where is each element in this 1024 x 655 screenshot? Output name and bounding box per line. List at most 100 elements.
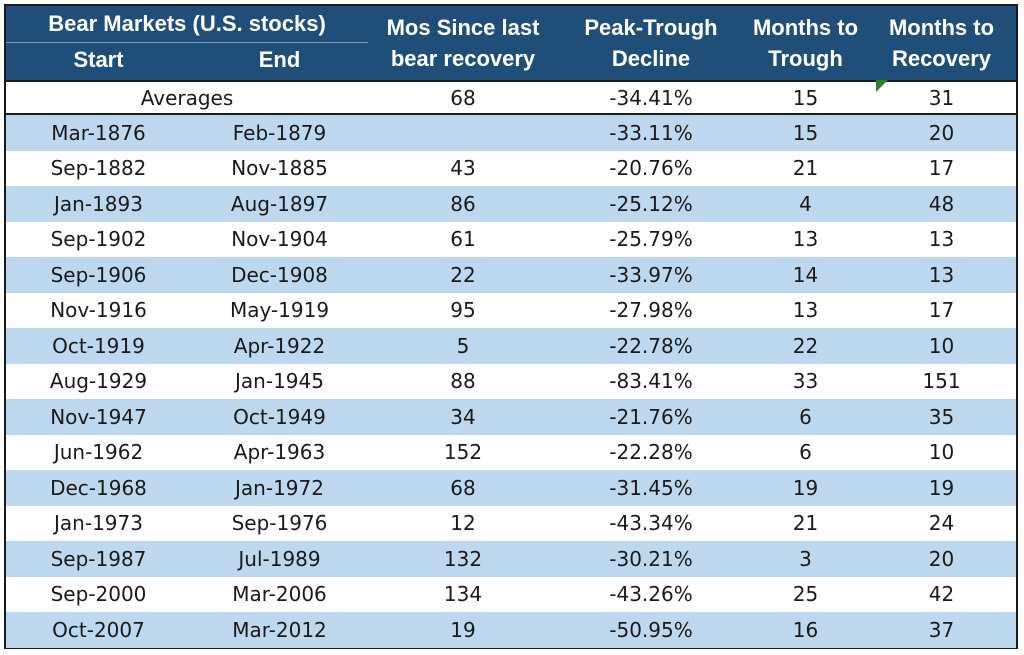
cell-months-to-recovery: 20 xyxy=(928,120,955,145)
header-months-to-trough: Months to Trough xyxy=(752,15,859,71)
cell-peak-trough-decline: -83.41% xyxy=(609,369,693,394)
table-row: Nov-1916 May-1919 95 -27.98% 13 17 xyxy=(6,292,1016,328)
table-row: Nov-1947 Oct-1949 34 -21.76% 6 35 xyxy=(6,399,1016,435)
cell-end: Nov-1885 xyxy=(231,156,328,181)
cell-months-since-last-recovery: 12 xyxy=(450,511,476,536)
cell-peak-trough-decline: -22.28% xyxy=(609,440,693,465)
cell-end: Mar-2012 xyxy=(232,617,327,642)
cell-months-to-trough: 33 xyxy=(792,369,819,394)
cell-months-to-trough: 16 xyxy=(792,617,819,642)
table-row: Oct-2007 Mar-2012 19 -50.95% 16 37 xyxy=(6,612,1016,648)
cell-months-since-last-recovery: 43 xyxy=(450,156,476,181)
cell-end: Apr-1922 xyxy=(233,333,326,358)
cell-peak-trough-decline: -20.76% xyxy=(609,156,693,181)
cell-months-since-last-recovery: 34 xyxy=(450,404,476,429)
cell-start: Oct-2007 xyxy=(52,617,145,642)
cell-peak-trough-decline: -21.76% xyxy=(609,404,693,429)
cell-start: Sep-2000 xyxy=(50,582,147,607)
cell-months-since-last-recovery: 68 xyxy=(450,475,476,500)
cell-peak-trough-decline: -25.12% xyxy=(609,191,693,216)
table-row: Mar-1876 Feb-1879 -33.11% 15 20 xyxy=(6,115,1016,151)
cell-peak-trough-decline: -25.79% xyxy=(609,227,693,252)
cell-months-to-trough: 15 xyxy=(792,120,819,145)
cell-months-to-trough: 19 xyxy=(792,475,819,500)
cell-months-to-recovery: 48 xyxy=(928,191,955,216)
cell-end: Aug-1897 xyxy=(230,191,329,216)
averages-mtr: 31 xyxy=(928,85,955,110)
table-header: Bear Markets (U.S. stocks) Start End Mos… xyxy=(6,6,1016,80)
table-row: Sep-1906 Dec-1908 22 -33.97% 14 13 xyxy=(6,257,1016,293)
cell-months-since-last-recovery xyxy=(368,115,558,151)
cell-peak-trough-decline: -43.26% xyxy=(609,582,693,607)
cell-start: Dec-1968 xyxy=(50,475,147,500)
cell-end: Oct-1949 xyxy=(233,404,326,429)
cell-months-since-last-recovery: 134 xyxy=(443,582,483,607)
table-row: Jun-1962 Apr-1963 152 -22.28% 6 10 xyxy=(6,434,1016,470)
cell-months-to-recovery: 42 xyxy=(928,582,955,607)
cell-months-since-last-recovery: 152 xyxy=(443,440,483,465)
table-row: Dec-1968 Jan-1972 68 -31.45% 19 19 xyxy=(6,470,1016,506)
cell-months-to-trough: 6 xyxy=(799,404,812,429)
cell-peak-trough-decline: -27.98% xyxy=(609,298,693,323)
table-row: Sep-1882 Nov-1885 43 -20.76% 21 17 xyxy=(6,150,1016,186)
cell-start: Jan-1973 xyxy=(54,511,143,536)
cell-end: Sep-1976 xyxy=(231,511,328,536)
table-row: Jan-1893 Aug-1897 86 -25.12% 4 48 xyxy=(6,186,1016,222)
table-row: Jan-1973 Sep-1976 12 -43.34% 21 24 xyxy=(6,505,1016,541)
averages-label: Averages xyxy=(140,85,234,110)
cell-months-to-trough: 21 xyxy=(792,511,819,536)
header-peak-trough-decline: Peak-Trough Decline xyxy=(584,15,718,71)
cell-start: Sep-1987 xyxy=(50,546,147,571)
cell-months-to-recovery: 19 xyxy=(928,475,955,500)
averages-mtt: 15 xyxy=(792,85,819,110)
cell-months-to-recovery: 20 xyxy=(928,546,955,571)
cell-start: Sep-1906 xyxy=(50,262,147,287)
cell-months-since-last-recovery: 86 xyxy=(450,191,476,216)
cell-start: Jun-1962 xyxy=(53,440,144,465)
cell-months-since-last-recovery: 132 xyxy=(443,546,483,571)
cell-end: Apr-1963 xyxy=(233,440,326,465)
averages-row: Averages 68 -34.41% 15 31 xyxy=(6,80,1016,115)
cell-peak-trough-decline: -30.21% xyxy=(609,546,693,571)
cell-end: Nov-1904 xyxy=(231,227,328,252)
header-group-divider xyxy=(6,42,368,43)
table-row: Sep-1902 Nov-1904 61 -25.79% 13 13 xyxy=(6,221,1016,257)
cell-months-since-last-recovery: 95 xyxy=(450,298,476,323)
cell-months-to-recovery: 24 xyxy=(928,511,955,536)
cell-end: Feb-1879 xyxy=(232,120,327,145)
cell-months-since-last-recovery: 5 xyxy=(456,333,470,358)
cell-months-to-recovery: 17 xyxy=(928,298,955,323)
cell-months-to-trough: 13 xyxy=(792,298,819,323)
cell-end: Mar-2006 xyxy=(232,582,327,607)
cell-months-to-trough: 4 xyxy=(799,191,812,216)
cell-end: Jan-1945 xyxy=(235,369,324,394)
cell-months-to-recovery: 10 xyxy=(928,333,955,358)
cell-months-to-trough: 3 xyxy=(799,546,812,571)
cell-months-to-recovery: 10 xyxy=(928,440,955,465)
cell-peak-trough-decline: -43.34% xyxy=(609,511,693,536)
cell-months-to-recovery: 17 xyxy=(928,156,955,181)
cell-end: Jul-1989 xyxy=(238,546,321,571)
cell-months-to-trough: 13 xyxy=(792,227,819,252)
header-months-to-recovery: Months to Recovery xyxy=(888,15,995,71)
cell-months-to-recovery: 35 xyxy=(928,404,955,429)
cell-start: Mar-1876 xyxy=(51,120,146,145)
cell-months-since-last-recovery: 22 xyxy=(450,262,476,287)
cell-months-to-recovery: 37 xyxy=(928,617,955,642)
cell-start: Sep-1902 xyxy=(50,227,147,252)
averages-decline: -34.41% xyxy=(609,85,693,110)
comment-indicator-icon xyxy=(876,80,888,92)
cell-months-to-recovery: 13 xyxy=(928,227,955,252)
table-row: Sep-2000 Mar-2006 134 -43.26% 25 42 xyxy=(6,576,1016,612)
averages-mos: 68 xyxy=(450,85,476,110)
cell-months-to-trough: 6 xyxy=(799,440,812,465)
cell-peak-trough-decline: -33.11% xyxy=(609,120,693,145)
header-end: End xyxy=(258,47,301,72)
cell-start: Aug-1929 xyxy=(49,369,148,394)
cell-months-to-trough: 22 xyxy=(792,333,819,358)
table-row: Sep-1987 Jul-1989 132 -30.21% 3 20 xyxy=(6,541,1016,577)
cell-months-since-last-recovery: 19 xyxy=(450,617,476,642)
cell-peak-trough-decline: -22.78% xyxy=(609,333,693,358)
cell-start: Nov-1916 xyxy=(50,298,147,323)
cell-months-to-trough: 21 xyxy=(792,156,819,181)
